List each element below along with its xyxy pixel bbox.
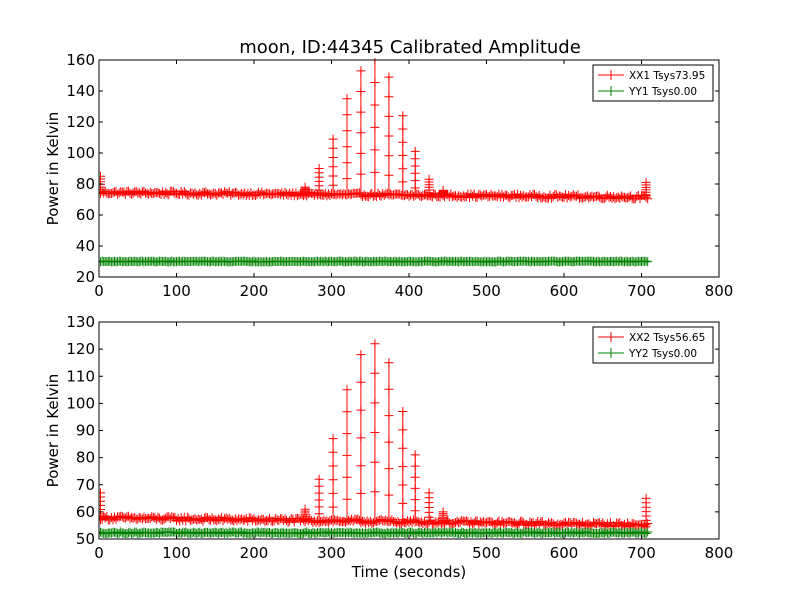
chart-title: moon, ID:44345 Calibrated Amplitude: [239, 37, 581, 58]
x-tick-label: 100: [162, 544, 191, 562]
series-1: [99, 58, 653, 204]
legend-entry: YY2 Tsys0.00: [598, 348, 697, 360]
legend-label: YY1 Tsys0.00: [628, 86, 697, 98]
x-tick-label: 800: [705, 544, 734, 562]
x-tick-label: 600: [550, 282, 579, 300]
x-tick-label: 200: [240, 544, 269, 562]
x-tick-label: 0: [94, 544, 104, 562]
series-2: [99, 527, 653, 539]
y-tick-label: 120: [66, 340, 95, 358]
y-tick-label: 90: [76, 422, 95, 440]
y-tick-label: 100: [66, 394, 95, 412]
legend-marker: [606, 86, 616, 96]
legend: XX1 Tsys73.95 YY1 Tsys0.00: [592, 64, 714, 102]
legend-marker: [606, 332, 616, 342]
y-tick-label: 60: [76, 206, 95, 224]
legend-entry: YY1 Tsys0.00: [598, 86, 697, 98]
series-line: [99, 60, 649, 200]
x-tick-label: 300: [317, 544, 346, 562]
legend-marker: [606, 70, 616, 80]
series-2: [99, 256, 653, 267]
legend-label: XX1 Tsys73.95: [629, 70, 705, 82]
x-tick-label: 600: [550, 544, 579, 562]
legend-box: [592, 64, 714, 102]
legend-box: [592, 326, 714, 364]
series-markers: [99, 256, 653, 267]
x-tick-label: 500: [472, 282, 501, 300]
x-tick-label: 400: [395, 544, 424, 562]
y-axis-label: Power in Kelvin: [44, 112, 62, 226]
series-markers: [99, 527, 653, 539]
y-tick-label: 70: [76, 476, 95, 494]
legend-marker: [606, 348, 616, 358]
chart-panel-2: 0 100 200 300 400 500 600 700 800 50 60 70 80 90 100 11…: [44, 313, 733, 581]
x-tick-label: 100: [162, 282, 191, 300]
series-markers: [99, 339, 653, 532]
y-tick-label: 80: [76, 449, 95, 467]
y-tick-label: 110: [66, 367, 95, 385]
chart-panel-1: 0 100 200 300 400 500 600 700 800 20 40 60 80 100 120 1…: [44, 51, 733, 300]
x-tick-label: 700: [627, 282, 656, 300]
x-tick-label: 200: [240, 282, 269, 300]
legend-entry: XX1 Tsys73.95: [598, 70, 705, 82]
x-tick-label: 0: [94, 282, 104, 300]
x-tick-label: 700: [627, 544, 656, 562]
y-tick-label: 160: [66, 51, 95, 69]
y-tick-label: 130: [66, 313, 95, 331]
x-axis-label: Time (seconds): [351, 563, 467, 581]
y-tick-label: 120: [66, 113, 95, 131]
legend-entry: XX2 Tsys56.65: [598, 332, 705, 344]
x-tick-label: 400: [395, 282, 424, 300]
x-tick-label: 800: [705, 282, 734, 300]
y-tick-label: 80: [76, 175, 95, 193]
legend-label: YY2 Tsys0.00: [628, 348, 697, 360]
y-tick-label: 100: [66, 144, 95, 162]
series-markers: [99, 58, 653, 204]
legend: XX2 Tsys56.65 YY2 Tsys0.00: [592, 326, 714, 364]
x-tick-label: 300: [317, 282, 346, 300]
y-tick-label: 50: [76, 530, 95, 548]
y-tick-label: 60: [76, 503, 95, 521]
y-tick-label: 140: [66, 82, 95, 100]
y-tick-label: 20: [76, 268, 95, 286]
x-tick-label: 500: [472, 544, 501, 562]
y-axis-label: Power in Kelvin: [44, 374, 62, 488]
series-line: [99, 343, 649, 529]
series-1: [99, 339, 653, 532]
y-tick-label: 40: [76, 237, 95, 255]
legend-label: XX2 Tsys56.65: [629, 332, 705, 344]
